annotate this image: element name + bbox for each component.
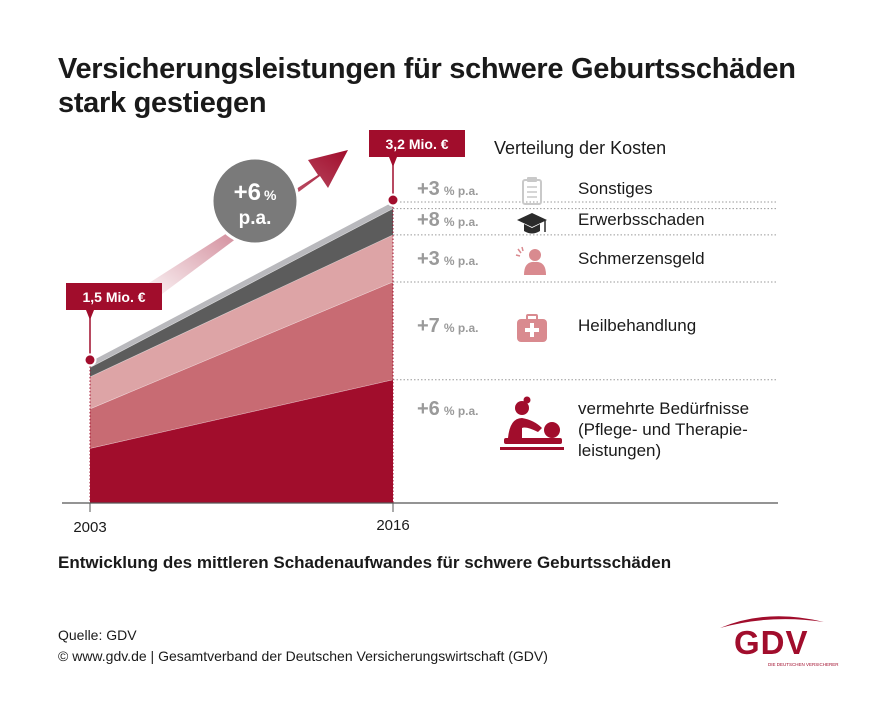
callout-2003-label: 1,5 Mio. € bbox=[82, 289, 145, 305]
legend-label-heilbehandlung: Heilbehandlung bbox=[578, 316, 696, 335]
area-separator bbox=[89, 234, 394, 378]
growth-badge-value: +6% bbox=[234, 179, 277, 206]
area-separator bbox=[89, 379, 394, 449]
legend-label-schmerzensgeld: Schmerzensgeld bbox=[578, 249, 705, 268]
patient-body bbox=[504, 438, 562, 444]
logo-swoosh bbox=[720, 616, 824, 628]
growth-sonstiges-suffix: % p.a. bbox=[444, 184, 479, 198]
area-layers bbox=[89, 202, 394, 503]
callout-2016-box bbox=[369, 130, 465, 157]
callout-2003-box bbox=[66, 283, 162, 310]
gdv-logo: GDV DIE DEUTSCHEN VERSICHERER bbox=[712, 610, 842, 670]
legend-label-vermehrte-2: (Pflege- und Therapie- bbox=[578, 420, 748, 439]
growth-heilbehandlung-suffix: % p.a. bbox=[444, 321, 479, 335]
therapist-bun bbox=[523, 396, 531, 404]
logo-subtext: DIE DEUTSCHEN VERSICHERER bbox=[768, 662, 839, 667]
growth-heilbehandlung: +7 % p.a. bbox=[417, 315, 479, 337]
total-callouts: 1,5 Mio. € 3,2 Mio. € bbox=[66, 130, 465, 367]
source-line: Quelle: GDV bbox=[58, 627, 137, 643]
legend-title: Verteilung der Kosten bbox=[494, 138, 666, 158]
patient-head bbox=[544, 422, 560, 438]
graduation-cap-icon bbox=[517, 213, 547, 234]
logo-text: GDV bbox=[734, 624, 809, 661]
growth-indicator: +6 %p.a. bbox=[138, 150, 348, 303]
area-schmerzensgeld bbox=[90, 234, 393, 409]
kit-handle bbox=[526, 314, 538, 321]
callout-2016-dot bbox=[386, 193, 400, 207]
chart-caption: Entwicklung des mittleren Schadenaufwand… bbox=[58, 553, 672, 572]
growth-heilbehandlung-value: +7 bbox=[417, 315, 440, 337]
growth-value: +6 bbox=[234, 179, 261, 206]
growth-schmerzensgeld: +3 % p.a. bbox=[417, 248, 479, 270]
growth-badge-pa: p.a. bbox=[239, 208, 272, 229]
callout-2003-dot bbox=[83, 353, 97, 367]
area-sonstiges bbox=[90, 202, 393, 368]
person-body bbox=[524, 261, 546, 275]
growth-vermehrte: +6 % p.a. bbox=[417, 398, 479, 420]
callout-2016-label: 3,2 Mio. € bbox=[385, 136, 448, 152]
legend-label-vermehrte-3: leistungen) bbox=[578, 441, 661, 460]
legend-guides bbox=[89, 172, 778, 503]
therapist-head bbox=[515, 401, 529, 415]
therapist-body bbox=[508, 418, 542, 438]
pain-person-icon bbox=[515, 246, 546, 275]
cap-top bbox=[517, 213, 547, 227]
clipboard-icon bbox=[522, 177, 542, 205]
cost-legend: Verteilung der Kosten +6 % p.a. vermehrte B… bbox=[417, 138, 749, 460]
x-tick-label-2003: 2003 bbox=[73, 519, 106, 536]
credit-line: © www.gdv.de | Gesamtverband der Deutsch… bbox=[58, 648, 548, 664]
clipboard-clip bbox=[527, 177, 537, 182]
growth-sonstiges: +3 % p.a. bbox=[417, 178, 479, 200]
cap-base bbox=[524, 224, 540, 234]
x-axis: 2003 2016 bbox=[62, 502, 778, 536]
legend-label-erwerbsschaden: Erwerbsschaden bbox=[578, 210, 705, 229]
pain-marks bbox=[515, 246, 524, 257]
person-head bbox=[529, 249, 541, 261]
title-line-1: Versicherungsleistungen für schwere Gebu… bbox=[58, 53, 796, 85]
area-separator bbox=[89, 208, 394, 368]
growth-erwerbsschaden: +8 % p.a. bbox=[417, 209, 479, 231]
legend-label-sonstiges: Sonstiges bbox=[578, 179, 653, 198]
area-erwerbsschaden bbox=[90, 208, 393, 377]
growth-sonstiges-value: +3 bbox=[417, 178, 440, 200]
area-heilbehandlung bbox=[90, 281, 393, 449]
first-aid-kit-icon bbox=[517, 314, 547, 342]
growth-unit: % bbox=[264, 187, 277, 203]
massage-icon bbox=[500, 396, 564, 450]
growth-schmerzensgeld-value: +3 bbox=[417, 248, 440, 270]
growth-erwerbsschaden-value: +8 bbox=[417, 209, 440, 231]
area-vermehrte bbox=[90, 379, 393, 503]
area-separator bbox=[89, 281, 394, 410]
growth-badge-circle bbox=[210, 156, 300, 246]
table-top bbox=[500, 447, 564, 450]
kit-cross-h bbox=[525, 328, 539, 332]
title-line-2: stark gestiegen bbox=[58, 87, 267, 119]
legend-label-vermehrte-1: vermehrte Bedürfnisse bbox=[578, 399, 749, 418]
growth-erwerbsschaden-suffix: % p.a. bbox=[444, 215, 479, 229]
growth-vermehrte-suffix: % p.a. bbox=[444, 404, 479, 418]
growth-vermehrte-value: +6 bbox=[417, 398, 440, 420]
chart-title: Versicherungsleistungen für schwere Gebu… bbox=[58, 52, 858, 120]
x-tick-label-2016: 2016 bbox=[376, 517, 409, 534]
growth-schmerzensgeld-suffix: % p.a. bbox=[444, 254, 479, 268]
